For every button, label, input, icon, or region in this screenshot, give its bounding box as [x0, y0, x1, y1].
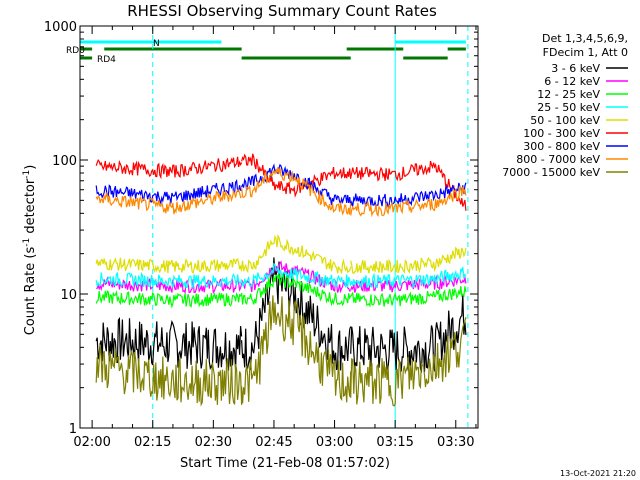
legend-entry-label: 7000 - 15000 keV	[502, 166, 600, 179]
legend-header-line: FDecim 1, Att 0	[543, 46, 628, 59]
flag-label-rd4: RD4	[97, 55, 116, 65]
series-line-2	[350, 286, 467, 308]
axes-layer: 1 10 100 1000 02:00 02:15 02:30 02:45 03:00 03:15…	[44, 20, 479, 450]
generation-timestamp: 13-Oct-2021 21:20	[560, 469, 636, 478]
plot-frame	[79, 25, 479, 429]
series-line-4	[241, 234, 352, 274]
x-tick-label: 03:00	[316, 435, 353, 450]
legend-entry-label: 50 - 100 keV	[530, 114, 600, 127]
series-line-6	[95, 178, 242, 206]
series-line-6	[350, 182, 467, 208]
legend: Det 1,3,4,5,6,9,FDecim 1, Att 0 3 - 6 keV…	[502, 32, 628, 179]
series-line-8	[95, 344, 243, 407]
legend-entry-label: 100 - 300 keV	[523, 127, 600, 140]
legend-entry-label: 6 - 12 keV	[544, 75, 600, 88]
y-tick-label: 10	[60, 288, 77, 303]
chart-title: RHESSI Observing Summary Count Rates	[127, 2, 437, 20]
series-line-5	[350, 160, 467, 211]
series-line-4	[95, 257, 243, 275]
series-line-7	[241, 166, 352, 216]
x-tick-label: 03:30	[437, 435, 474, 450]
series-line-2	[95, 290, 243, 309]
flag-label-n: N	[153, 39, 160, 49]
svg-text:Count Rate (s-1 detector-1): Count Rate (s-1 detector-1)	[22, 165, 38, 336]
legend-entry-label: 800 - 7000 keV	[516, 153, 600, 166]
series-line-5	[95, 156, 243, 180]
series-line-0	[95, 316, 243, 371]
x-tick-label: 02:30	[195, 435, 232, 450]
series-layer	[95, 153, 467, 407]
y-axis-label-main: Count Rate (s	[23, 247, 38, 336]
series-line-3	[241, 262, 352, 289]
legend-entry-label: 300 - 800 keV	[523, 140, 600, 153]
flag-label-rd0: RD0	[66, 46, 85, 56]
y-axis-label-sup-2: -1	[22, 170, 32, 179]
series-line-0	[241, 257, 352, 371]
y-axis-label: Count Rate (s-1 detector-1)	[22, 165, 38, 336]
x-tick-label: 03:15	[376, 435, 413, 450]
series-line-8	[350, 316, 467, 407]
x-tick-label: 02:15	[134, 435, 171, 450]
y-axis-label-tail: )	[23, 165, 38, 170]
x-tick-label: 02:45	[255, 435, 292, 450]
series-line-4	[350, 246, 467, 275]
legend-entry-label: 3 - 6 keV	[551, 62, 600, 75]
legend-entry-label: 12 - 25 keV	[537, 88, 600, 101]
x-tick-label: 02:00	[73, 435, 110, 450]
y-axis-label-sup-1: -1	[22, 238, 32, 247]
series-line-3	[350, 266, 467, 289]
x-axis-label: Start Time (21-Feb-08 01:57:02)	[180, 456, 390, 471]
y-tick-label: 100	[52, 154, 77, 169]
legend-entry-label: 25 - 50 keV	[537, 101, 600, 114]
y-tick-label: 1000	[44, 20, 77, 35]
series-line-5	[241, 153, 352, 198]
y-tick-label: 1	[69, 422, 77, 437]
series-line-8	[241, 295, 352, 404]
series-line-2	[241, 273, 352, 307]
series-line-7	[95, 189, 242, 215]
series-line-3	[95, 271, 243, 289]
y-axis-label-mid: detector	[23, 178, 38, 238]
legend-header-line: Det 1,3,4,5,6,9,	[542, 32, 628, 45]
series-line-7	[350, 185, 467, 218]
